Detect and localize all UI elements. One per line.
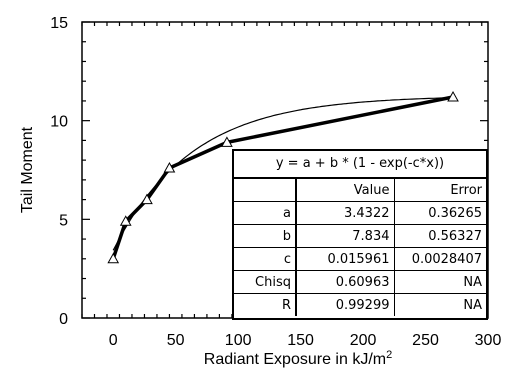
fit-results-box: y = a + b * (1 - exp(-c*x)) Value Error a 3… bbox=[232, 149, 488, 320]
x-tick-label: 0 bbox=[109, 332, 118, 349]
y-tick-label: 5 bbox=[59, 212, 68, 229]
fit-table-cell: NA bbox=[393, 293, 486, 316]
fit-table-header-cell: Value bbox=[295, 179, 395, 202]
fit-equation: y = a + b * (1 - exp(-c*x)) bbox=[234, 151, 486, 179]
y-axis-title: Tail Moment bbox=[19, 126, 36, 213]
x-tick-label: 200 bbox=[350, 332, 377, 349]
fit-table-cell: a bbox=[234, 201, 297, 225]
y-tick-label: 15 bbox=[50, 15, 68, 32]
data-point bbox=[221, 136, 233, 147]
fit-table-cell: Chisq bbox=[234, 270, 297, 294]
data-markers bbox=[107, 90, 459, 264]
fit-table-row: Chisq 0.60963 NA bbox=[234, 270, 486, 294]
x-tick-label: 150 bbox=[287, 332, 314, 349]
fit-table-cell: R bbox=[234, 293, 297, 316]
fit-table-cell: NA bbox=[393, 270, 486, 294]
fit-table-row: b 7.834 0.56327 bbox=[234, 224, 486, 248]
fit-table-cell: 0.56327 bbox=[393, 224, 486, 248]
x-axis-title-superscript: 2 bbox=[386, 349, 392, 361]
data-point bbox=[119, 215, 132, 226]
data-point bbox=[163, 161, 176, 173]
fit-table-row: a 3.4322 0.36265 bbox=[234, 201, 486, 225]
fit-table-cell: 0.36265 bbox=[393, 201, 486, 225]
x-tick-label: 300 bbox=[475, 332, 502, 349]
fit-table-header-row: Value Error bbox=[234, 179, 486, 202]
fit-table-row: R 0.99299 NA bbox=[234, 293, 486, 316]
fit-table-cell: 0.60963 bbox=[295, 270, 395, 294]
fit-table-cell: c bbox=[234, 247, 297, 271]
data-line bbox=[111, 95, 454, 260]
fit-table-header-cell: Error bbox=[393, 179, 486, 202]
fit-table-cell: 7.834 bbox=[295, 224, 395, 248]
data-point bbox=[107, 252, 120, 264]
x-tick-label: 100 bbox=[225, 332, 252, 349]
x-tick-label: 50 bbox=[167, 332, 185, 349]
fit-table-cell: 3.4322 bbox=[295, 201, 395, 225]
axis-tick-labels: 0 50 100 150 200 250 300 0 5 10 15 bbox=[50, 15, 501, 349]
x-tick-label: 250 bbox=[412, 332, 439, 349]
fit-table-cell: 0.99299 bbox=[295, 293, 395, 316]
data-point bbox=[141, 193, 153, 205]
fit-table-row: c 0.015961 0.0028407 bbox=[234, 247, 486, 271]
fit-table-header-cell bbox=[234, 179, 297, 202]
y-tick-label: 10 bbox=[50, 114, 68, 131]
y-tick-label: 0 bbox=[59, 311, 68, 328]
x-axis-title: Radiant Exposure in kJ/m2 bbox=[204, 349, 392, 368]
fit-results-table: Value Error a 3.4322 0.36265 b 7.834 0.56327 c 0.… bbox=[234, 179, 486, 316]
fit-table-cell: 0.0028407 bbox=[393, 247, 486, 271]
data-point bbox=[447, 90, 459, 102]
fit-table-cell: b bbox=[234, 224, 297, 248]
fit-table-cell: 0.015961 bbox=[295, 247, 395, 271]
